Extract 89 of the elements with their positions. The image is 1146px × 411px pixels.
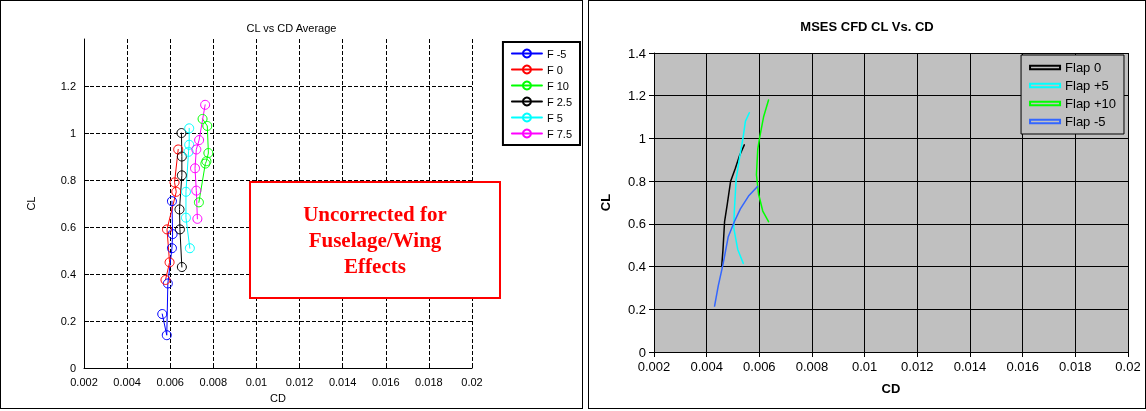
x-tick-label: 0.02 bbox=[1115, 359, 1141, 374]
y-axis-title: CL bbox=[24, 196, 37, 211]
point bbox=[164, 257, 175, 268]
x-tick-label: 0.006 bbox=[743, 359, 776, 374]
legend-label: F 2.5 bbox=[546, 95, 573, 108]
point bbox=[184, 123, 195, 134]
y-tick-label: 1 bbox=[69, 127, 76, 140]
y-tick-label: 0 bbox=[69, 362, 76, 375]
point bbox=[176, 170, 187, 181]
x-tick-label: 0.014 bbox=[328, 375, 357, 388]
x-tick-label: 0.016 bbox=[1006, 359, 1039, 374]
y-tick-label: 0.6 bbox=[627, 216, 646, 232]
point bbox=[203, 148, 214, 159]
x-tick-label: 0.016 bbox=[372, 375, 400, 388]
y-tick-label: 0.4 bbox=[60, 268, 76, 281]
x-tick-label: 0.014 bbox=[953, 359, 987, 374]
point bbox=[184, 139, 195, 150]
point bbox=[173, 144, 184, 155]
point bbox=[190, 163, 201, 174]
line-series bbox=[733, 112, 751, 265]
y-axis-title: CL bbox=[598, 193, 613, 212]
line-series bbox=[755, 99, 770, 223]
line-series bbox=[713, 185, 759, 307]
legend-label: F 0 bbox=[546, 63, 563, 76]
y-tick-label: 0.8 bbox=[627, 173, 646, 189]
x-tick-label: 0.008 bbox=[795, 359, 829, 374]
x-tick-label: 0.004 bbox=[690, 359, 723, 374]
point bbox=[162, 224, 172, 235]
y-tick-label: 1.2 bbox=[60, 80, 76, 93]
legend-label: F 5 bbox=[546, 111, 563, 124]
point bbox=[174, 224, 185, 235]
point bbox=[157, 309, 168, 320]
x-axis-title: CD bbox=[881, 381, 901, 396]
x-tick-label: 0.012 bbox=[901, 359, 934, 374]
point bbox=[176, 128, 187, 139]
y-tick-label: 0 bbox=[638, 344, 646, 360]
chart-title: MSES CFD CL Vs. CD bbox=[800, 19, 934, 34]
legend-label: Flap +5 bbox=[1065, 78, 1109, 93]
point bbox=[171, 186, 182, 197]
legend-label: Flap +10 bbox=[1065, 96, 1116, 111]
y-tick-label: 0.8 bbox=[60, 174, 76, 187]
point bbox=[162, 278, 173, 289]
point bbox=[193, 197, 204, 208]
x-tick-label: 0.002 bbox=[637, 359, 671, 374]
x-tick-label: 0.02 bbox=[461, 375, 483, 388]
point bbox=[176, 262, 187, 273]
point bbox=[194, 135, 205, 146]
legend-label: F 7.5 bbox=[546, 127, 573, 140]
x-tick-label: 0.004 bbox=[113, 375, 141, 388]
x-tick-label: 0.018 bbox=[415, 375, 443, 388]
y-tick-label: 0.2 bbox=[60, 315, 76, 328]
legend-label: Flap 0 bbox=[1065, 60, 1102, 75]
y-tick-label: 0.6 bbox=[60, 221, 76, 234]
point bbox=[202, 120, 213, 131]
point bbox=[192, 213, 203, 224]
point bbox=[166, 196, 177, 207]
point bbox=[169, 177, 180, 188]
point bbox=[184, 243, 195, 254]
point bbox=[200, 99, 211, 110]
x-tick-label: 0.01 bbox=[245, 375, 268, 388]
point bbox=[176, 151, 187, 162]
note-box: Uncorrected for Fuselage/Wing Effects bbox=[249, 181, 501, 299]
legend-label: F 10 bbox=[546, 79, 569, 92]
x-tick-label: 0.002 bbox=[70, 375, 98, 388]
point bbox=[160, 274, 171, 285]
point bbox=[197, 113, 208, 124]
y-tick-label: 1.2 bbox=[627, 88, 646, 104]
y-tick-label: 1.4 bbox=[627, 45, 646, 61]
y-tick-label: 0.4 bbox=[627, 259, 646, 275]
x-tick-label: 0.006 bbox=[156, 375, 184, 388]
legend-label: F -5 bbox=[546, 47, 567, 60]
point bbox=[191, 185, 202, 196]
x-axis-title: CD bbox=[270, 391, 286, 404]
x-tick-label: 0.008 bbox=[199, 375, 228, 388]
point bbox=[161, 330, 172, 341]
chart-title: CL vs CD Average bbox=[246, 21, 337, 34]
x-tick-label: 0.01 bbox=[852, 359, 878, 374]
point bbox=[183, 146, 194, 157]
x-tick-label: 0.012 bbox=[285, 375, 314, 388]
point bbox=[174, 204, 185, 215]
y-tick-label: 0.2 bbox=[627, 301, 646, 317]
point bbox=[180, 186, 191, 197]
point bbox=[191, 144, 202, 155]
x-tick-label: 0.018 bbox=[1059, 359, 1092, 374]
legend-label: Flap -5 bbox=[1065, 114, 1106, 129]
point bbox=[167, 229, 178, 240]
point bbox=[166, 243, 177, 254]
y-tick-label: 1 bbox=[638, 130, 646, 146]
point bbox=[180, 212, 191, 223]
